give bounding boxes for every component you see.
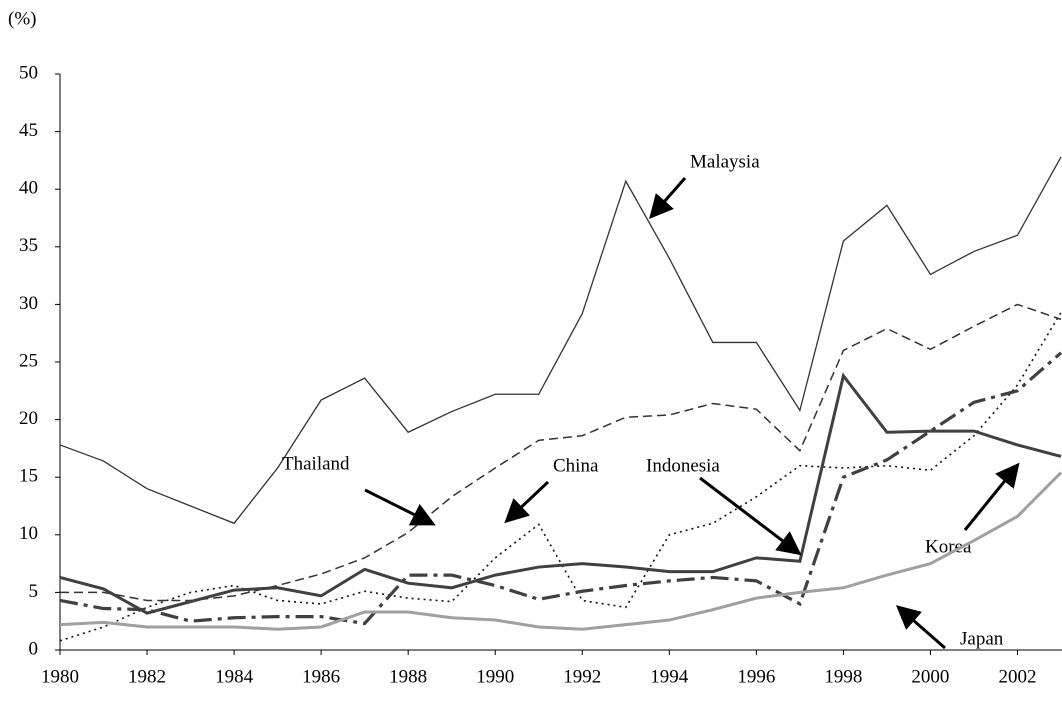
- y-axis-label: (%): [8, 8, 36, 29]
- series-line: [59, 471, 1062, 631]
- series-line: [59, 351, 1062, 626]
- arrow: [504, 480, 550, 524]
- x-tick-label: 1990: [476, 666, 514, 687]
- y-tick-label: 10: [19, 523, 38, 544]
- y-tick-label: 50: [19, 62, 38, 83]
- y-tick-label: 40: [19, 178, 38, 199]
- x-tick-label: 1982: [128, 666, 166, 687]
- series-line: [59, 312, 1062, 642]
- x-tick-label: 1988: [389, 666, 427, 687]
- series-label: Korea: [925, 536, 972, 557]
- y-tick-label: 20: [19, 408, 38, 429]
- arrow: [649, 177, 687, 220]
- arrow: [364, 488, 436, 526]
- series-label: Thailand: [282, 453, 350, 474]
- x-tick-label: 1986: [302, 666, 340, 687]
- arrow: [699, 476, 802, 556]
- x-tick-label: 1980: [41, 666, 79, 687]
- x-tick-label: 1992: [563, 666, 601, 687]
- series-label: Japan: [960, 628, 1004, 649]
- y-tick-label: 15: [19, 466, 38, 487]
- y-tick-label: 45: [19, 120, 38, 141]
- x-tick-label: 1984: [215, 666, 254, 687]
- x-tick-label: 1994: [650, 666, 689, 687]
- y-tick-label: 35: [19, 235, 38, 256]
- y-tick-label: 5: [29, 581, 39, 602]
- series-line: [59, 372, 1062, 615]
- x-tick-label: 1998: [824, 666, 862, 687]
- series-label: China: [553, 455, 599, 476]
- y-tick-label: 25: [19, 350, 38, 371]
- series-line: [60, 303, 1062, 602]
- y-tick-label: 30: [19, 293, 38, 314]
- series-label: Indonesia: [646, 455, 720, 476]
- x-tick-label: 2000: [911, 666, 949, 687]
- arrow: [895, 605, 946, 650]
- y-tick-label: 0: [29, 638, 39, 659]
- series-label: Malaysia: [690, 151, 760, 172]
- arrow: [963, 462, 1020, 531]
- x-tick-label: 1996: [737, 666, 775, 687]
- x-tick-label: 2002: [998, 666, 1036, 687]
- series-line: [59, 156, 1062, 525]
